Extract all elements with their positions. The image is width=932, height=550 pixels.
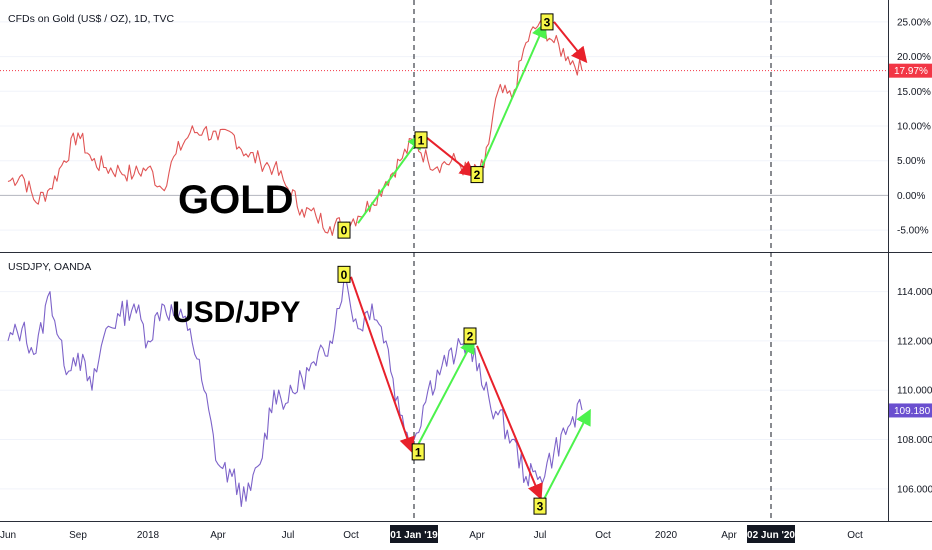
date-marker-label: 02 Jun '20 [747,530,795,541]
x-tick-label: Oct [595,530,611,541]
red-arrow [476,345,543,500]
gold-overlay-label: GOLD [178,178,294,222]
x-tick-label: Apr [469,530,485,541]
usdjpy-gridlines [0,291,888,490]
series-line [7,278,583,507]
last-value-tag [889,63,932,78]
x-tick-label: Sep [69,530,87,541]
wave-badge [337,265,351,283]
green-arrow [477,21,547,175]
wave-badge [411,443,425,461]
green-arrow [417,337,475,445]
last-value-tags: 17.97% 109.180 [0,63,932,418]
usdjpy-price-axis[interactable]: 114.000 112.000 110.000 108.000 106.000 [897,287,932,495]
y-tick-label: -5.00% [897,226,929,237]
y-tick-label: 0.00% [897,191,925,202]
y-tick-label: 10.00% [897,122,931,133]
red-arrow [553,21,588,64]
wave-badge [533,497,547,515]
last-value-label: 109.180 [894,406,931,417]
trend-arrows [350,21,591,500]
date-marker-tag [390,525,438,543]
wave-badge-label: 0 [341,268,348,282]
y-tick-label: 106.000 [897,484,932,495]
wave-badge-label: 0 [341,224,348,238]
wave-badge-label: 2 [474,168,481,182]
wave-badge-label: 3 [537,500,544,514]
x-tick-label: Jul [534,530,547,541]
y-tick-label: 114.000 [897,287,932,298]
gold-gridlines [0,21,888,231]
y-tick-label: 25.00% [897,17,931,28]
wave-badge [337,221,351,239]
wave-badge-label: 1 [418,133,425,147]
wave-badge [414,131,428,149]
x-tick-label: Jul [282,530,295,541]
time-axis[interactable]: Jun Sep 2018 Apr Jul Oct Apr Jul Oct 2020 Apr Oct 01… [0,525,863,543]
wave-badge-label: 1 [415,445,422,459]
wave-badge [463,327,477,345]
y-tick-label: 108.000 [897,435,932,446]
y-tick-label: 5.00% [897,156,925,167]
date-marker-label: 01 Jan '19 [390,530,438,541]
x-tick-label: 2020 [655,530,678,541]
x-tick-label: Apr [721,530,737,541]
last-value-tag [889,403,932,418]
usdjpy-series [7,278,583,507]
usdjpy-pane [0,253,888,521]
x-tick-label: Apr [210,530,226,541]
date-marker-tag [747,525,795,543]
y-tick-label: 15.00% [897,87,931,98]
usdjpy-legend: USDJPY, OANDA [8,261,91,273]
series-line [7,17,583,236]
x-tick-label: Oct [343,530,359,541]
y-tick-label: 20.00% [897,52,931,63]
red-arrow [424,135,476,178]
y-tick-label: 110.000 [897,386,932,397]
green-arrow [357,133,424,224]
gold-legend: CFDs on Gold (US$ / OZ), 1D, TVC [8,13,175,25]
gold-series [7,17,583,236]
green-arrow [543,408,591,500]
x-tick-label: Oct [847,530,863,541]
y-tick-label: 112.000 [897,336,932,347]
usdjpy-overlay-label: USD/JPY [172,296,300,329]
last-value-label: 17.97% [894,66,928,77]
x-tick-label: 2018 [137,530,160,541]
red-arrow [350,276,415,454]
wave-badges: 0 1 2 3 0 1 2 3 [337,13,554,515]
wave-badge [470,166,484,184]
date-marker-lines [413,0,772,521]
x-tick-label: Jun [0,530,16,541]
wave-badge [540,13,554,31]
gold-price-axis[interactable]: 25.00% 20.00% 15.00% 10.00% 5.00% 0.00% -5.00% [897,17,931,236]
wave-badge-label: 2 [467,329,474,343]
wave-badge-label: 3 [544,15,551,29]
